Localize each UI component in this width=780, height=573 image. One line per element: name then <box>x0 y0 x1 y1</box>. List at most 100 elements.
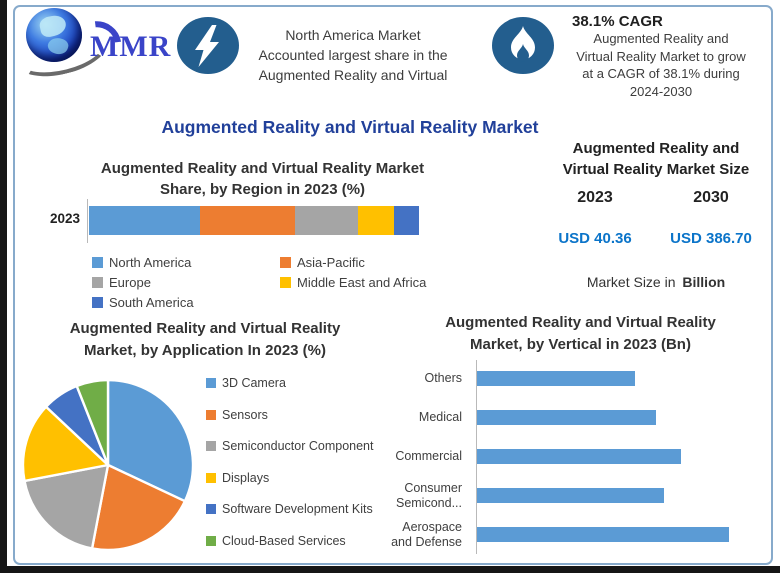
legend-swatch-icon <box>92 256 103 268</box>
page-title: Augmented Reality and Virtual Reality Ma… <box>161 117 539 137</box>
vertical-chart-axis-line <box>476 360 477 554</box>
vbar-category-label-line: and Defense <box>391 534 462 549</box>
vbar-category-label: Consumer Semicond... <box>378 481 477 511</box>
logo-text: MMR <box>90 30 172 63</box>
pie-slice-cloud-based-services <box>75 378 110 467</box>
pie-legend-item: Cloud-Based Services <box>206 534 388 548</box>
pie-legend-label: Semiconductor Component <box>222 439 374 454</box>
application-chart-title-line: Augmented Reality and Virtual Reality <box>69 320 341 337</box>
window-edge-left <box>0 0 7 573</box>
legend-swatch-icon <box>92 296 103 308</box>
footnote-bold: Billion <box>682 274 726 290</box>
pie-slice-sensors <box>90 463 187 552</box>
cagr-line: Augmented Reality and <box>593 31 729 46</box>
region-stacked-bar <box>89 206 419 235</box>
legend-label: North America <box>109 254 192 270</box>
window-edge-bottom <box>0 566 780 573</box>
market-size-title-line: Augmented Reality and <box>572 140 740 157</box>
vbar-bar <box>477 410 657 425</box>
legend-swatch-icon <box>92 276 103 288</box>
highlight-line: North America Market <box>285 27 421 43</box>
region-axis-label: 2023 <box>49 211 80 226</box>
vertical-bar-rows: Others Medical Commercial Consumer Semicond.… <box>378 359 770 554</box>
pie-slice-semiconductor-component <box>23 463 110 550</box>
cagr-badge <box>492 17 554 74</box>
vbar-category-label: Commercial <box>378 449 477 464</box>
flame-icon <box>511 26 535 62</box>
legend-item: Middle East and Africa <box>280 272 468 292</box>
region-segment-south-america <box>394 206 419 235</box>
legend-label: South America <box>109 294 194 310</box>
region-segment-middle-east-and-africa <box>357 206 395 235</box>
region-segment-north-america <box>89 206 200 235</box>
pie-legend-item: Sensors <box>206 408 388 422</box>
year-2023-label: 2023 <box>577 189 613 206</box>
vbar-row-aerospace-and-defense: Aerospace and Defense <box>378 515 770 554</box>
vbar-bar <box>477 488 664 503</box>
vbar-category-label: Aerospace and Defense <box>378 520 477 550</box>
pie-legend-item: Semiconductor Component <box>206 439 388 453</box>
legend-swatch-icon <box>206 504 216 515</box>
vertical-chart-title-line: Market, by Vertical in 2023 (Bn) <box>470 336 691 353</box>
market-size-panel: Augmented Reality and Virtual Reality Ma… <box>540 138 772 290</box>
vbar-bar <box>477 449 681 464</box>
lightning-bolt-icon <box>195 25 219 67</box>
legend-label: Europe <box>109 274 151 290</box>
globe-land-shape <box>38 13 68 39</box>
pie-legend-item: 3D Camera <box>206 376 388 390</box>
vbar-bar <box>477 371 635 386</box>
value-2023: USD 40.36 <box>558 230 632 247</box>
cagr-text-block: 38.1% CAGR Augmented Reality and Virtual… <box>552 13 770 100</box>
legend-swatch-icon <box>206 409 216 420</box>
vbar-bar <box>477 527 729 542</box>
footnote-text: Market Size in <box>586 274 676 290</box>
vbar-category-label-line: Aerospace <box>402 519 462 534</box>
region-chart-title-line: Augmented Reality and Virtual Reality Ma… <box>100 160 425 177</box>
highlight-line: Augmented Reality and Virtual <box>258 67 448 83</box>
region-segment-europe <box>295 206 358 235</box>
highlight-line: Accounted largest share in the <box>258 47 448 63</box>
year-2030-label: 2030 <box>693 189 729 206</box>
vbar-category-label-line: Consumer <box>404 480 462 495</box>
cagr-line: 2024-2030 <box>629 83 693 99</box>
cagr-title: 38.1% CAGR <box>572 13 663 30</box>
region-chart-title: Augmented Reality and Virtual Reality Ma… <box>55 158 470 200</box>
market-size-years: 2023 2030 <box>540 189 772 207</box>
pie-legend-item: Displays <box>206 471 388 485</box>
vbar-category-label-line: Others <box>424 371 462 385</box>
region-legend: North America Asia-Pacific Europe Middle Ea… <box>92 252 472 312</box>
value-2030: USD 386.70 <box>670 230 752 247</box>
region-segment-asia-pacific <box>199 206 296 235</box>
cagr-line: Virtual Reality Market to grow <box>576 48 746 64</box>
pie-legend-label: Displays <box>222 470 270 485</box>
application-chart-title-line: Market, by Application In 2023 (%) <box>84 342 326 359</box>
region-chart-title-line: Share, by Region in 2023 (%) <box>159 181 366 198</box>
pie-legend-label: 3D Camera <box>222 376 286 390</box>
highlight-text: North America Market Accounted largest s… <box>241 25 465 85</box>
market-size-footnote: Market Size in Billion <box>540 274 772 290</box>
vbar-category-label: Medical <box>378 410 477 425</box>
application-pie-legend: 3D Camera Sensors Semiconductor Component D… <box>206 376 388 548</box>
pie-slice-displays <box>21 405 110 483</box>
legend-item: South America <box>92 292 280 312</box>
legend-label: Middle East and Africa <box>297 274 427 290</box>
legend-swatch-icon <box>206 535 216 546</box>
market-size-values: USD 40.36 USD 386.70 <box>540 230 772 247</box>
legend-item: Asia-Pacific <box>280 252 468 272</box>
vbar-category-label-line: Commercial <box>395 449 462 463</box>
globe-icon <box>26 8 82 62</box>
vbar-row-others: Others <box>378 359 770 398</box>
mmr-logo: MMR <box>12 6 180 85</box>
vertical-chart-title: Augmented Reality and Virtual Reality Ma… <box>408 312 753 356</box>
legend-label: Asia-Pacific <box>297 254 365 270</box>
legend-swatch-icon <box>206 441 216 452</box>
vbar-row-commercial: Commercial <box>378 437 770 476</box>
pie-slice-3d-camera <box>106 378 195 503</box>
application-pie-chart <box>21 378 195 552</box>
region-axis-line <box>87 199 88 243</box>
lightning-badge <box>177 17 239 74</box>
vertical-chart-title-line: Augmented Reality and Virtual Reality <box>445 314 716 331</box>
pie-legend-label: Software Development Kits <box>222 502 373 517</box>
legend-swatch-icon <box>206 472 216 483</box>
